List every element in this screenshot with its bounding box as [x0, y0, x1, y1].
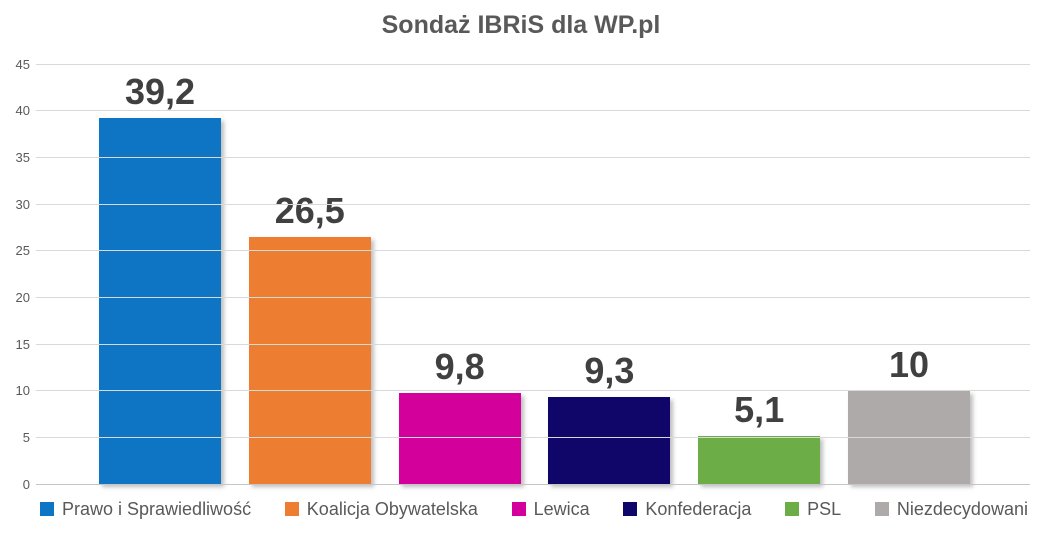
legend-label: Konfederacja — [645, 499, 752, 519]
legend-item: PSL — [785, 499, 841, 519]
bar-item: 9,8 — [398, 348, 521, 484]
bar-value-label: 26,5 — [274, 189, 345, 231]
bar-value-label: 9,8 — [434, 345, 485, 387]
y-tick-label-5: 5 — [22, 429, 30, 445]
y-tick-label-0: 0 — [22, 476, 30, 492]
bar-item: 9,3 — [548, 353, 671, 484]
gridline-y-45 — [36, 63, 1030, 65]
gridline-y-30 — [36, 203, 1030, 205]
bar-value-label: 10 — [888, 343, 930, 385]
legend-swatch-icon — [284, 502, 299, 516]
legend-swatch-icon — [511, 502, 526, 516]
bar-value-label: 39,2 — [124, 71, 196, 113]
gridline-y-10 — [36, 390, 1030, 392]
legend-label: Koalicja Obywatelska — [306, 499, 478, 519]
bar-value-label: 9,3 — [584, 350, 635, 392]
y-tick-label-25: 25 — [15, 243, 30, 259]
y-tick-label-45: 45 — [15, 56, 30, 72]
legend-item: Prawo i Sprawiedliwość — [40, 499, 251, 519]
legend-label: Prawo i Sprawiedliwość — [62, 499, 252, 519]
y-tick-label-10: 10 — [15, 383, 30, 399]
gridline-y-35 — [36, 156, 1030, 158]
bar-rect-0 — [99, 118, 221, 484]
legend-item: Lewica — [511, 499, 590, 519]
bar-rect-3 — [548, 397, 671, 484]
gridline-y-5 — [36, 436, 1030, 438]
bar-item: 26,5 — [248, 192, 371, 484]
y-tick-label-40: 40 — [15, 103, 30, 119]
bar-item: 39,2 — [99, 74, 221, 484]
legend-swatch-icon — [40, 502, 54, 516]
y-tick-label-15: 15 — [15, 336, 30, 352]
y-axis: 45 40 35 30 25 20 15 10 5 0 — [0, 58, 30, 491]
legend-label: PSL — [807, 499, 842, 519]
bars-row: 39,2 26,5 9,8 9,3 5,1 10 — [99, 64, 970, 484]
legend-item: Koalicja Obywatelska — [284, 499, 478, 519]
gridline-y-0 — [36, 483, 1030, 485]
legend-item: Konfederacja — [623, 499, 751, 519]
legend-swatch-icon — [874, 502, 889, 516]
y-tick-label-20: 20 — [15, 289, 30, 305]
bar-item: 5,1 — [698, 392, 821, 484]
bar-value-label: 5,1 — [734, 389, 785, 431]
legend-label: Niezdecydowani — [896, 499, 1028, 519]
y-tick-label-35: 35 — [15, 149, 30, 165]
bar-rect-4 — [698, 436, 821, 484]
gridline-y-40 — [36, 110, 1030, 112]
gridline-y-20 — [36, 296, 1030, 298]
legend-swatch-icon — [623, 502, 638, 516]
bar-rect-1 — [248, 236, 371, 484]
plot-area: 39,2 26,5 9,8 9,3 5,1 10 — [36, 63, 1030, 485]
chart-title: Sondaż IBRiS dla WP.pl — [381, 11, 661, 39]
legend-label: Lewica — [533, 499, 590, 519]
legend: Prawo i Sprawiedliwość Koalicja Obywatels… — [40, 499, 1028, 519]
bar-rect-2 — [398, 392, 521, 484]
legend-item: Niezdecydowani — [874, 499, 1028, 519]
gridline-y-25 — [36, 250, 1030, 252]
gridline-y-15 — [36, 343, 1030, 345]
y-tick-label-30: 30 — [15, 196, 30, 212]
legend-swatch-icon — [785, 502, 800, 516]
